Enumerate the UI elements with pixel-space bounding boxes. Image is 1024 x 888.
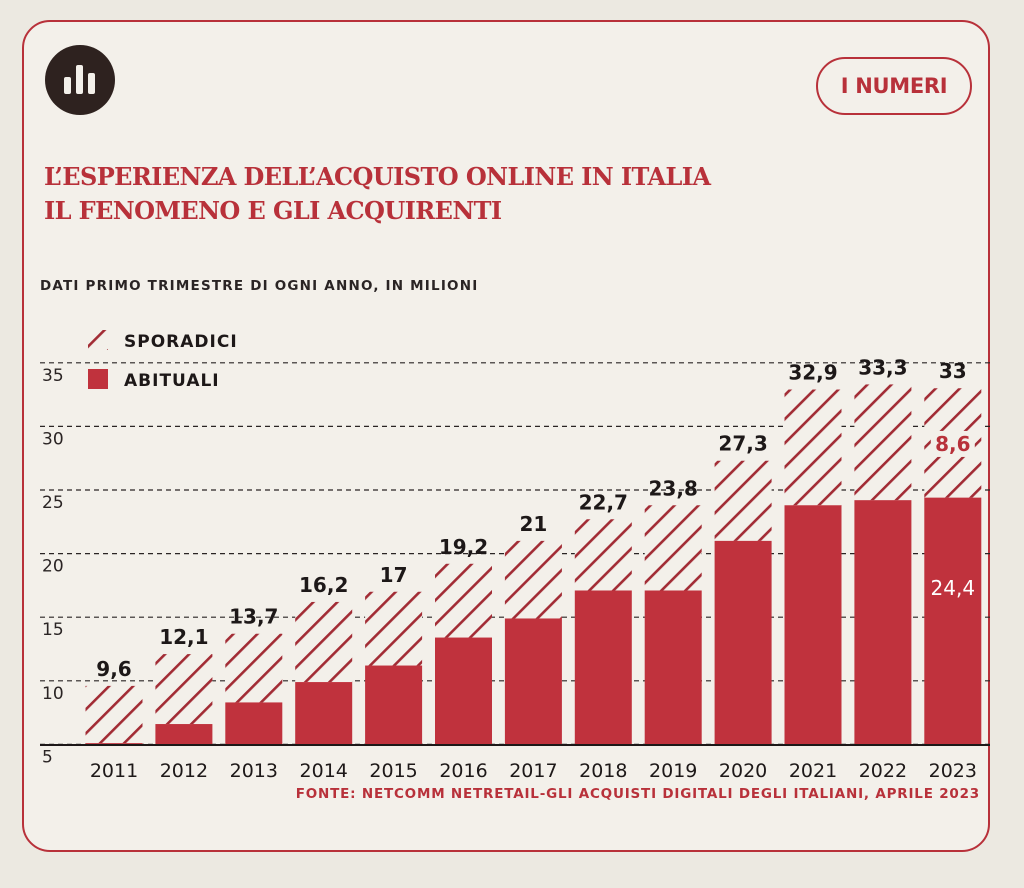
chart-title-line-1: L’ESPERIENZA DELL’ACQUISTO ONLINE IN ITA… [44,162,711,191]
x-tick-label-2015: 2015 [369,760,417,782]
bars [85,384,982,745]
x-tick-label-2013: 2013 [230,760,278,782]
x-tick-label-2016: 2016 [439,760,487,782]
x-tick-label-2017: 2017 [509,760,557,782]
bar-chart-icon [64,65,95,94]
legend-label-abituali: ABITUALI [124,371,220,391]
total-label-2016: 19,2 [439,535,488,559]
legend: SPORADICI ABITUALI [88,330,238,391]
bar-abituali-2020 [714,540,772,745]
y-tick-label-10: 10 [42,684,64,704]
total-label-2011: 9,6 [96,657,131,681]
annotation-bg-sporadici [930,430,975,457]
source-note: FONTE: NETCOMM NETRETAIL-GLI ACQUISTI DI… [295,786,980,802]
y-tick-label-30: 30 [42,429,64,449]
total-label-2017: 21 [519,512,547,536]
total-label-2019: 23,8 [649,476,698,500]
legend-swatch-abituali [88,369,108,389]
y-tick-label-5: 5 [42,747,53,767]
bar-sporadici-2022 [854,384,912,501]
x-tick-label-2012: 2012 [160,760,208,782]
y-tick-label-20: 20 [42,557,64,577]
y-tick-label-25: 25 [42,493,64,513]
bar-abituali-2013 [225,702,283,745]
total-label-2014: 16,2 [299,573,348,597]
logo-badge [45,45,115,115]
x-tick-label-2011: 2011 [90,760,138,782]
annotation-sporadici-2023: 8,6 [935,432,970,456]
bar-abituali-2014 [295,682,353,745]
section-badge: I NUMERI [816,57,972,115]
total-label-2013: 13,7 [229,605,278,629]
bar-abituali-2017 [504,618,562,745]
x-tick-label-2021: 2021 [789,760,837,782]
y-tick-label-15: 15 [42,620,64,640]
bar-abituali-2022 [854,500,912,745]
annotation-abituali-2023: 24,4 [931,576,976,600]
x-tick-label-2022: 2022 [859,760,907,782]
total-label-2021: 32,9 [788,361,837,385]
bar-sporadici-2015 [365,591,423,666]
total-label-2022: 33,3 [858,355,907,379]
bar-abituali-2019 [644,590,702,745]
total-label-2015: 17 [380,563,408,587]
chart-title-line-2: IL FENOMENO E GLI ACQUIRENTI [44,196,502,225]
bar-abituali-2015 [365,665,423,745]
bar-sporadici-2012 [155,654,213,725]
bar-sporadici-2017 [504,540,562,619]
bar-abituali-2016 [435,637,492,745]
x-tick-label-2020: 2020 [719,760,767,782]
bar-sporadici-2021 [784,389,842,506]
total-label-2020: 27,3 [718,432,767,456]
data-labels: 9,6 12,1 13,7 16,2 17 19,2 21 22,7 23,8 27,3 32,9 3… [96,355,975,680]
legend-swatch-sporadici [88,330,108,350]
bar-abituali-2023 [924,497,982,745]
total-label-2012: 12,1 [159,625,208,649]
x-tick-label-2019: 2019 [649,760,697,782]
x-tick-label-2014: 2014 [300,760,348,782]
total-label-2018: 22,7 [579,490,628,514]
x-tick-label-2018: 2018 [579,760,627,782]
chart-title: L’ESPERIENZA DELL’ACQUISTO ONLINE IN ITA… [44,160,711,228]
bar-sporadici-2013 [225,633,283,703]
bar-abituali-2012 [155,724,213,745]
chart-subtitle: DATI PRIMO TRIMESTRE DI OGNI ANNO, IN MI… [40,278,479,294]
bar-sporadici-2020 [714,460,772,541]
bar-sporadici-2011 [85,685,143,744]
total-label-2023: 33 [939,359,967,383]
bar-abituali-2021 [784,505,842,745]
bar-abituali-2018 [574,590,632,745]
y-tick-label-35: 35 [42,366,64,386]
legend-label-sporadici: SPORADICI [124,332,238,352]
bar-sporadici-2016 [435,563,492,638]
bar-sporadici-2018 [574,519,632,591]
axes: 5 10 15 20 25 30 35 2011 2012 2013 2014 2015 2016 201… [40,366,990,782]
x-tick-label-2023: 2023 [929,760,977,782]
bar-sporadici-2019 [644,505,702,591]
bar-sporadici-2014 [295,601,353,683]
